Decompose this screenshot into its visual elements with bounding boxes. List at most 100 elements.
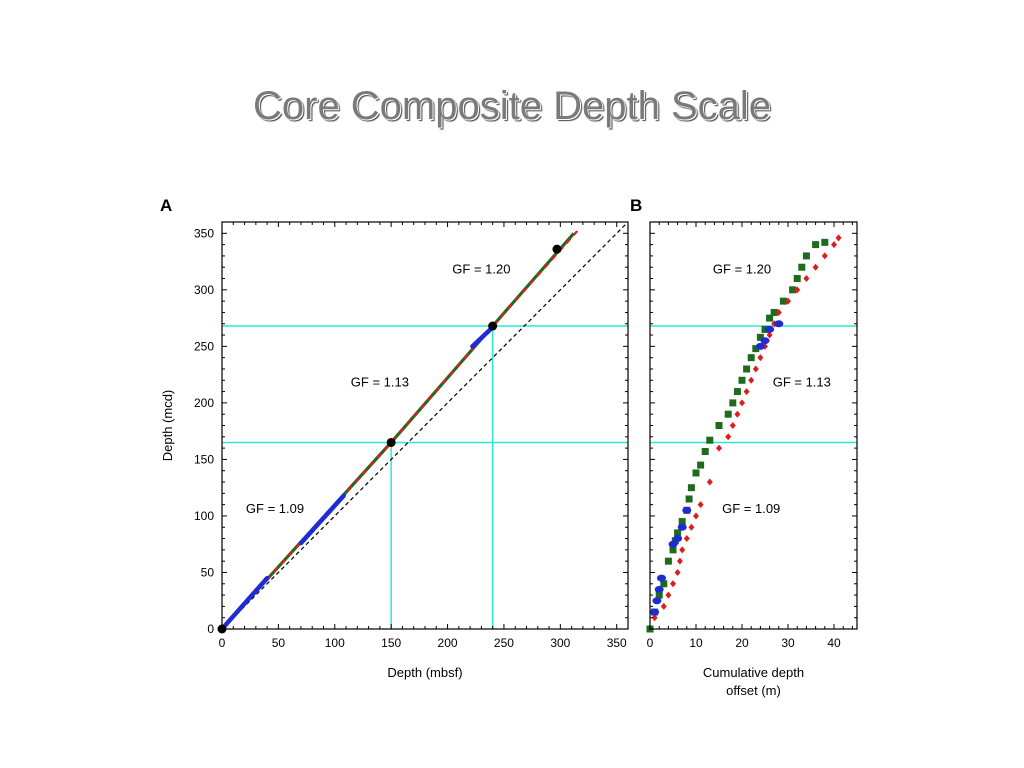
panel-b-point-green (692, 469, 700, 477)
panel-a-series-blue-segment (298, 493, 347, 546)
panel-b-point-red (757, 354, 764, 362)
panel-b-point-green (812, 241, 820, 249)
panel-b-point-blue (654, 585, 664, 593)
panel-b-point-green (779, 297, 787, 305)
panel-b-gf-label: GF = 1.20 (713, 261, 771, 276)
panel-b-point-blue (657, 574, 666, 582)
panel-b-point-red (785, 297, 791, 305)
panel-b-point-red (674, 568, 681, 576)
panel-a-y-tick-label: 150 (194, 452, 214, 466)
panel-a-x-tick-label: 0 (219, 636, 226, 650)
panel-b-point-green (678, 518, 686, 526)
panel-b-point-blue (760, 337, 770, 345)
panel-b-point-green (697, 461, 705, 469)
panel-a-breakpoint (386, 437, 396, 447)
panel-b-point-blue (652, 597, 662, 605)
panel-b-point-green (664, 557, 672, 565)
panel-a-y-tick-label: 350 (194, 226, 214, 240)
panel-a-breakpoint (552, 244, 562, 254)
panel-b-point-red (835, 234, 842, 242)
slide-title: Core Composite Depth Scale (252, 84, 772, 128)
panel-b-point-red (766, 331, 773, 339)
panel-b-point-green (793, 275, 801, 283)
panel-a-reference-line (221, 221, 629, 630)
panel-a-breakpoint (488, 321, 498, 331)
panel-a-x-tick-label: 200 (438, 636, 458, 650)
panel-b-point-green (738, 376, 746, 384)
panel-b-point-green (770, 308, 778, 316)
panel-a-y-tick-label: 250 (194, 339, 214, 353)
panel-b-point-red (739, 399, 745, 407)
panel-b-point-green (733, 388, 741, 396)
panel-b-point-green (687, 484, 695, 492)
panel-b-point-red (693, 512, 699, 520)
panel-b-frame (649, 221, 858, 630)
panel-b-point-red (794, 286, 801, 294)
panel-b-point-green (789, 286, 797, 294)
panel-a-y-tick-label: 0 (207, 622, 214, 636)
panel-b-letter: B (630, 196, 642, 215)
panel-a-y-tick-label: 200 (194, 396, 214, 410)
panel-b-point-green (669, 546, 677, 554)
panel-b-point-red (676, 557, 683, 565)
panel-b-point-green (701, 448, 709, 456)
panel-a-gf-label: GF = 1.20 (452, 261, 510, 276)
panel-b-point-green (747, 354, 755, 362)
panel-b-x-tick-label: 20 (735, 636, 749, 650)
panel-b-x-axis-label: offset (m) (726, 683, 781, 698)
panel-b-chart: 0 10 20 30 40 GF = 1.20 GF = 1.13 GF = 1.09 Cumu… (630, 196, 858, 698)
panel-b-point-red (734, 410, 741, 418)
panel-b-gf-label: GF = 1.09 (722, 501, 780, 516)
panel-b-point-blue (673, 535, 683, 543)
panel-b-point-blue (755, 342, 765, 350)
panel-b-point-red (812, 263, 819, 271)
panel-b-point-green (715, 422, 723, 429)
panel-b-point-blue (765, 325, 775, 333)
panel-b-point-green (798, 263, 806, 271)
panel-b-point-red (651, 614, 658, 622)
panel-a-letter: A (160, 196, 172, 215)
panel-a-y-tick-label: 100 (194, 509, 214, 523)
panel-a-y-tick-label: 50 (201, 565, 215, 579)
panel-b-point-red (665, 591, 672, 599)
panel-a-series-blue-segment (470, 327, 493, 349)
panel-a-x-tick-label: 150 (381, 636, 401, 650)
panel-b-point-red (706, 478, 713, 486)
panel-b-point-green (761, 325, 769, 333)
panel-a-x-tick-label: 350 (607, 636, 627, 650)
panel-a-gf-label: GF = 1.13 (351, 375, 409, 390)
panel-b-point-blue (668, 540, 678, 548)
panel-b-point-red (748, 376, 755, 384)
panel-b-point-red (743, 388, 750, 396)
panel-b-point-blue (774, 320, 784, 328)
panel-b-point-red (752, 365, 759, 373)
panel-b-point-green (685, 495, 693, 503)
panel-a-x-tick-label: 250 (494, 636, 514, 650)
panel-a-chart: 0 50 100 150 200 250 300 350 0 50 100 150 200 250 300 3… (160, 196, 629, 680)
panel-a-series-blue-segment (219, 575, 270, 632)
panel-b-point-green (802, 252, 810, 260)
panel-a-y-axis-label: Depth (mcd) (160, 390, 175, 462)
panel-b-point-green (766, 314, 774, 322)
panel-b-x-tick-label: 30 (781, 636, 795, 650)
panel-b-point-green (821, 238, 829, 246)
panel-b-point-blue (682, 506, 692, 514)
panel-b-point-red (729, 422, 736, 429)
panel-b-point-red (775, 308, 782, 316)
panel-b-point-green (724, 410, 732, 418)
panel-b-gf-label: GF = 1.13 (773, 375, 831, 390)
panel-b-point-red (803, 275, 810, 283)
panel-b-x-axis-label: Cumulative depth (703, 665, 804, 680)
panel-b-point-blue (650, 608, 660, 616)
panel-b-point-green (729, 399, 737, 407)
panel-b-point-red (716, 444, 722, 452)
panel-b-point-green (660, 580, 668, 588)
panel-b-point-red (831, 241, 837, 249)
panel-a-y-tick-label: 300 (194, 283, 214, 297)
panel-b-point-green (752, 345, 760, 353)
panel-b-x-tick-label: 40 (827, 636, 841, 650)
panel-a-gf-label: GF = 1.09 (246, 501, 304, 516)
panel-b-point-red (660, 602, 667, 610)
panel-b-point-green (674, 529, 682, 537)
